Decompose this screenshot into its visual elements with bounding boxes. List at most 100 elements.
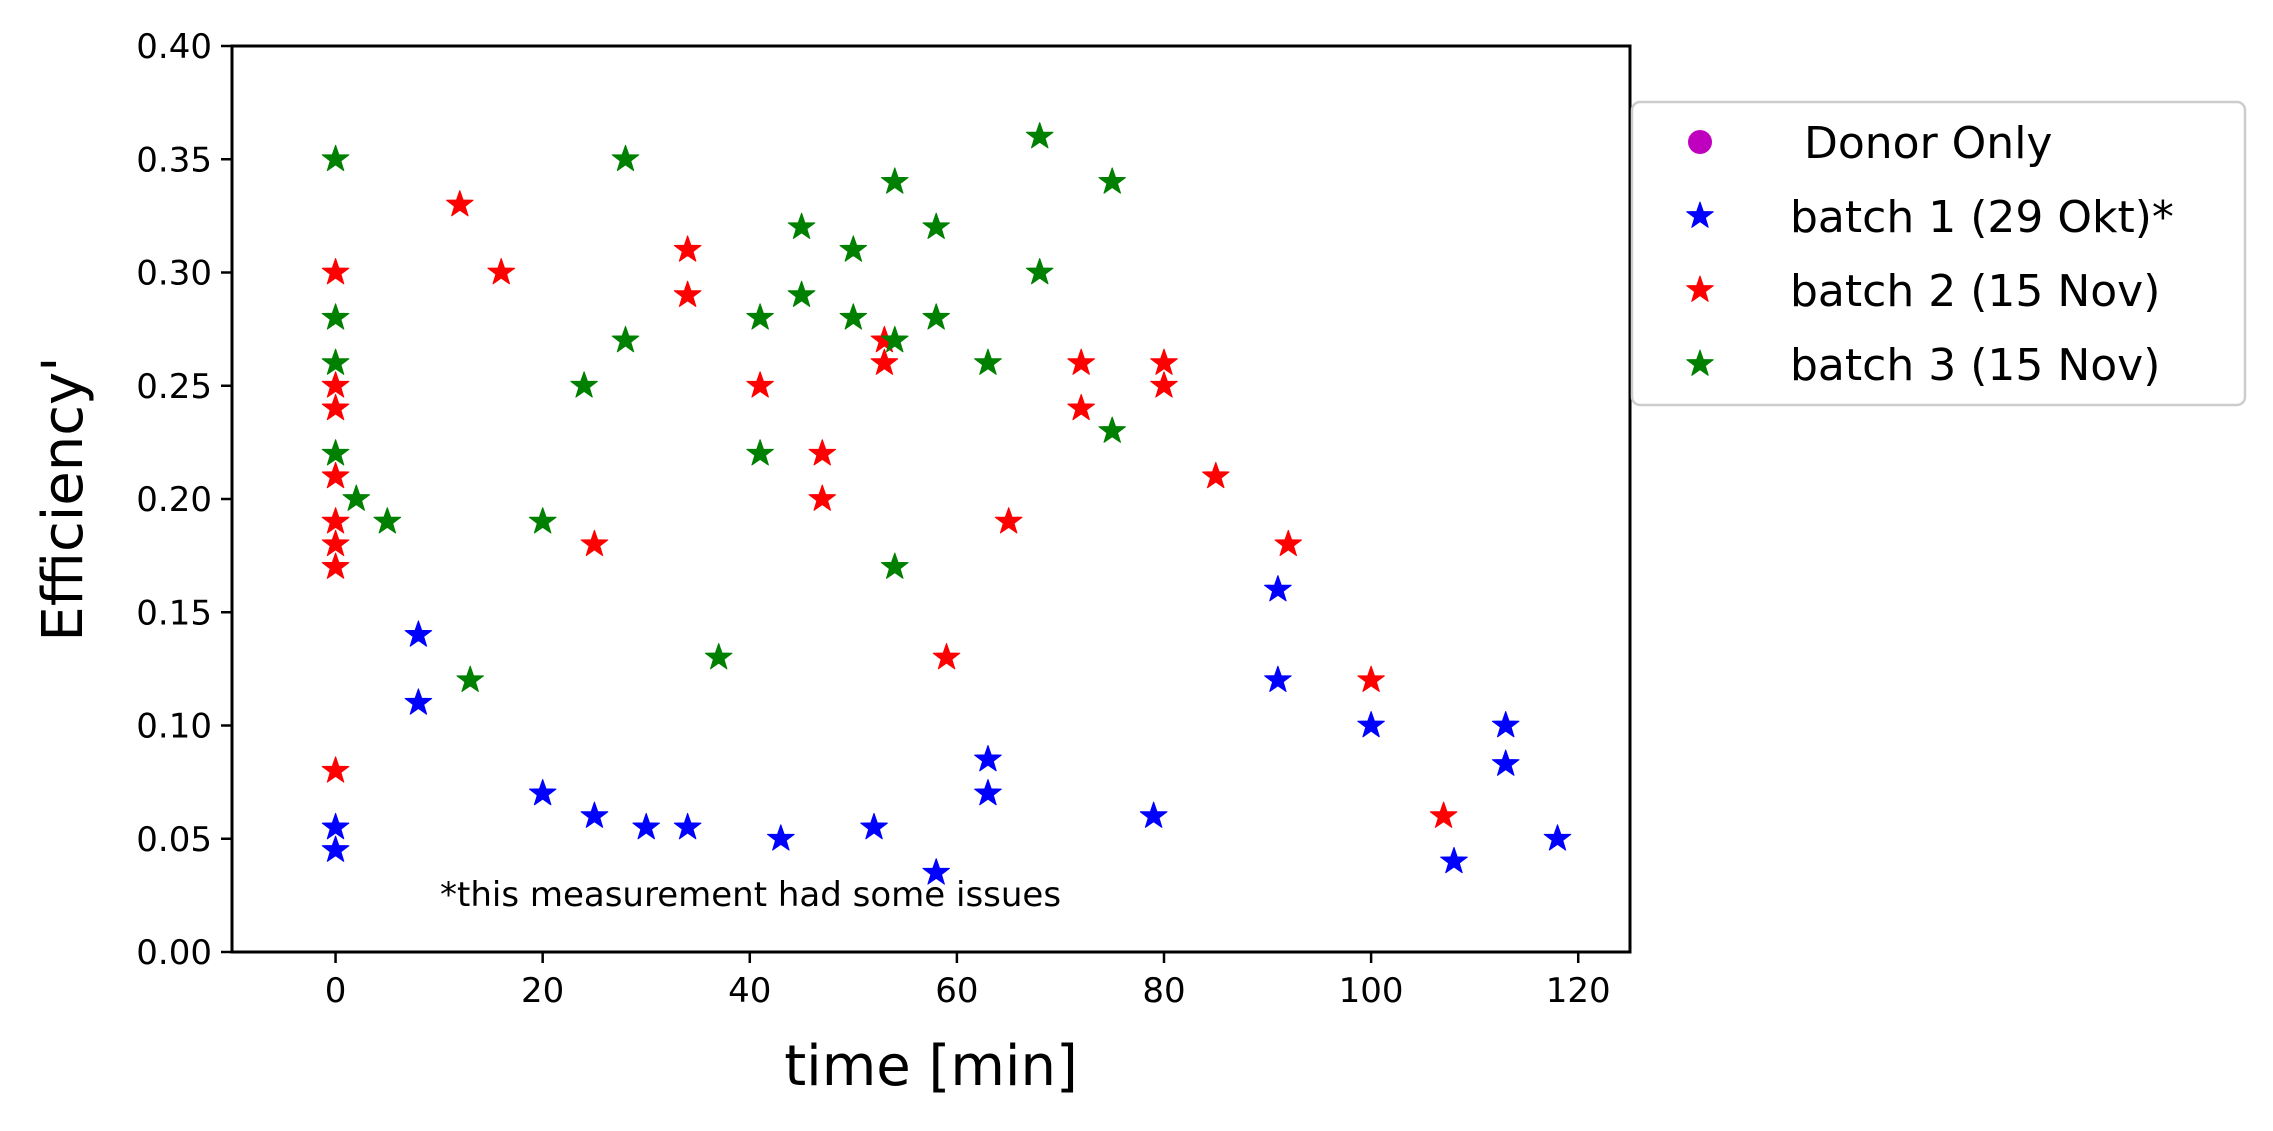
legend-marker — [1686, 201, 1714, 228]
data-point — [321, 461, 350, 489]
y-tick-label: 0.25 — [136, 367, 212, 407]
data-point — [1274, 529, 1303, 557]
data-point — [1098, 416, 1126, 443]
data-point — [1264, 575, 1292, 602]
data-point — [528, 507, 557, 534]
x-tick-label: 0 — [325, 971, 347, 1011]
legend-item: batch 3 (15 Nov) — [1686, 340, 2160, 391]
data-point — [673, 812, 702, 840]
data-point — [321, 258, 350, 285]
data-point — [446, 190, 474, 217]
data-point — [922, 212, 950, 239]
data-point — [808, 439, 837, 466]
data-point — [404, 688, 433, 715]
data-point — [321, 439, 350, 466]
x-tick-label: 60 — [935, 971, 978, 1011]
data-point — [870, 348, 899, 375]
y-tick-label: 0.15 — [136, 593, 212, 633]
data-point — [808, 484, 837, 511]
data-point — [767, 824, 795, 851]
x-tick-label: 80 — [1142, 971, 1185, 1011]
data-point — [321, 144, 350, 172]
legend-box — [1630, 100, 2247, 407]
y-axis-title: Efficiency' — [31, 356, 96, 641]
legend-marker — [1686, 349, 1714, 376]
y-tick-label: 0.20 — [136, 480, 212, 520]
y-tick-label: 0.10 — [136, 707, 212, 747]
x-axis-ticks: 0 20 40 60 80 100 120 — [325, 952, 1611, 1011]
data-point — [1025, 122, 1054, 149]
data-point — [1429, 801, 1458, 828]
data-point — [611, 325, 640, 353]
data-point — [1098, 167, 1126, 194]
y-tick-label: 0.40 — [136, 27, 212, 67]
y-axis-ticks: 0.00 0.05 0.10 0.15 0.20 0.25 0.30 0.35 0.40 — [136, 27, 232, 973]
x-tick-label: 120 — [1546, 971, 1611, 1011]
data-point — [321, 393, 350, 421]
series-4 — [321, 122, 1126, 692]
x-tick-label: 100 — [1339, 971, 1404, 1011]
data-point — [1357, 665, 1385, 692]
data-point — [922, 303, 950, 330]
data-point — [994, 507, 1023, 534]
data-point — [974, 348, 1002, 375]
x-tick-label: 40 — [728, 971, 771, 1011]
data-point — [1150, 348, 1178, 375]
data-point — [321, 812, 350, 840]
data-point — [1440, 846, 1468, 874]
data-point — [404, 620, 433, 647]
legend-label: batch 2 (15 Nov) — [1790, 266, 2160, 317]
data-point — [746, 303, 774, 330]
legend-marker — [1686, 275, 1714, 302]
legend-item: batch 2 (15 Nov) — [1686, 266, 2160, 317]
data-point — [673, 280, 702, 307]
legend-label: Donor Only — [1790, 118, 2052, 169]
data-point — [860, 812, 888, 840]
data-point — [704, 643, 733, 670]
data-point — [373, 507, 402, 534]
data-point — [342, 484, 371, 511]
data-point — [746, 371, 774, 398]
data-point — [321, 303, 350, 330]
data-point — [321, 371, 350, 398]
x-axis-title: time [min] — [784, 1034, 1078, 1099]
legend: Donor Only batch 1 (29 Okt)* batch 2 (15 N… — [1630, 100, 2247, 407]
legend-label: batch 3 (15 Nov) — [1790, 340, 2160, 391]
data-point — [922, 858, 950, 885]
data-point — [487, 258, 516, 285]
data-point — [1150, 371, 1178, 398]
data-point — [570, 371, 598, 398]
series-2 — [321, 575, 1572, 885]
y-tick-label: 0.05 — [136, 820, 212, 860]
data-point — [456, 665, 484, 692]
x-tick-label: 20 — [521, 971, 564, 1011]
data-point — [1543, 824, 1572, 851]
data-point — [1264, 665, 1292, 692]
legend-item: batch 1 (29 Okt)* — [1686, 192, 2174, 243]
data-point — [321, 552, 350, 579]
data-point — [321, 529, 350, 557]
data-point — [673, 235, 702, 262]
data-point — [1139, 801, 1168, 828]
data-point — [1067, 348, 1095, 375]
legend-label: batch 1 (29 Okt)* — [1790, 192, 2174, 243]
data-point — [974, 745, 1002, 772]
data-point — [321, 507, 350, 534]
data-point — [880, 167, 909, 194]
data-point — [321, 756, 350, 783]
data-point — [787, 212, 816, 239]
data-point — [839, 235, 868, 262]
data-point — [1067, 393, 1095, 421]
data-point — [1491, 711, 1520, 738]
plot-marks — [321, 122, 1572, 885]
annotation-note: *this measurement had some issues — [440, 875, 1061, 915]
y-tick-label: 0.35 — [136, 140, 212, 180]
data-point — [632, 812, 660, 840]
data-point — [580, 529, 609, 557]
data-point — [1202, 461, 1230, 489]
y-tick-label: 0.00 — [136, 933, 212, 973]
data-point — [580, 801, 609, 828]
data-point — [1025, 258, 1054, 285]
data-point — [787, 280, 816, 307]
